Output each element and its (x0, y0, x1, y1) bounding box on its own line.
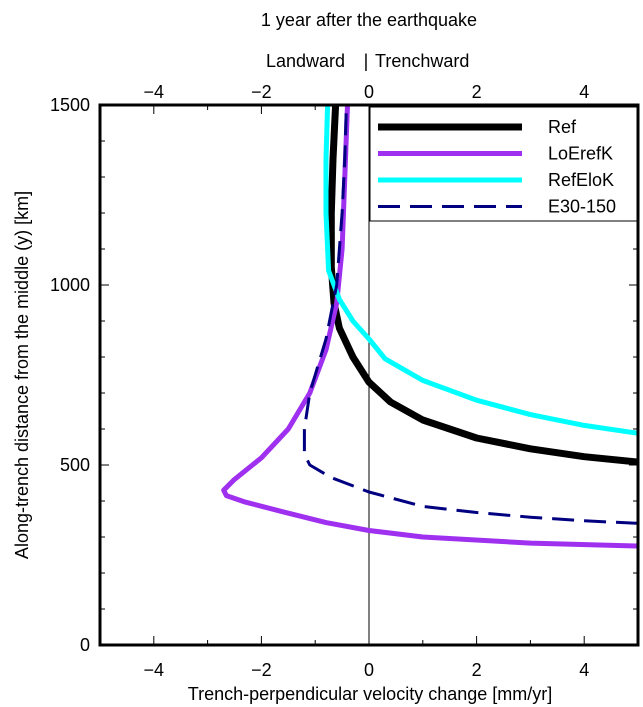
legend-label-3: E30-150 (548, 197, 616, 217)
trenchward-label: Trenchward (375, 51, 469, 71)
x-tick-label-top: −2 (251, 82, 272, 102)
y-tick-label: 1000 (50, 275, 90, 295)
legend-label-1: LoErefK (548, 144, 613, 164)
y-tick-label: 0 (80, 635, 90, 655)
series-line-0 (327, 105, 638, 466)
legend-label-2: RefEloK (548, 170, 614, 190)
y-tick-label: 1500 (50, 95, 90, 115)
legend: Ref LoErefK RefEloK E30-150 (369, 106, 638, 222)
plot-frame (98, 103, 640, 647)
x-tick-label-bottom: −2 (251, 660, 272, 680)
x-tick-label-top: −4 (144, 82, 165, 102)
x-tick-label-bottom: 2 (472, 660, 482, 680)
y-axis-label: Along-trench distance from the middle (y… (12, 191, 32, 559)
y-tick-label: 500 (60, 455, 90, 475)
x-tick-label-bottom: 0 (364, 660, 374, 680)
legend-label-0: Ref (548, 117, 577, 137)
x-tick-label-bottom: 4 (579, 660, 589, 680)
series-curves (221, 105, 638, 549)
x-tick-label-bottom: −4 (144, 660, 165, 680)
plot-area: −4 −4 −2 −2 0 0 2 2 4 4 0 500 1000 1500 Ref LoErefK RefE… (50, 82, 640, 680)
x-tick-label-top: 4 (579, 82, 589, 102)
x-tick-label-top: 0 (364, 82, 374, 102)
x-axis-label: Trench-perpendicular velocity change [mm… (188, 684, 552, 704)
landward-label: Landward (266, 51, 345, 71)
chart-title: 1 year after the earthquake (261, 10, 477, 30)
x-tick-label-top: 2 (472, 82, 482, 102)
series-line-3 (302, 105, 638, 525)
series-line-2 (323, 105, 638, 436)
landward-trenchward-divider: | (364, 51, 369, 71)
